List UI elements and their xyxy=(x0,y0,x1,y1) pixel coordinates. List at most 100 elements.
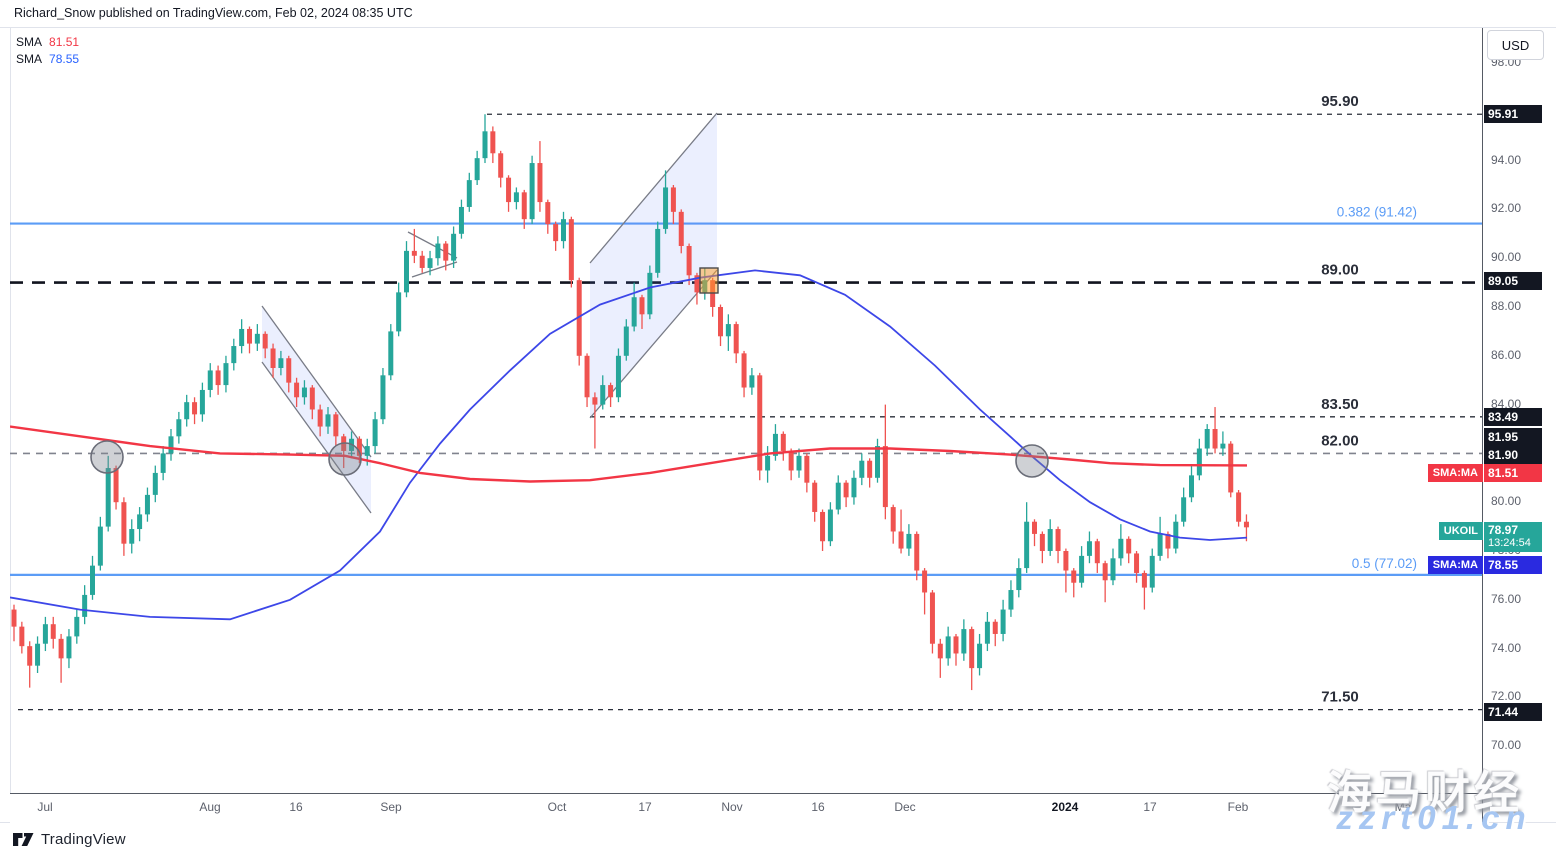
candle-body xyxy=(42,624,48,644)
candle-body xyxy=(592,397,598,405)
candle-body xyxy=(882,446,888,508)
candle-body xyxy=(1165,533,1171,549)
candle-body xyxy=(1173,521,1179,549)
candle-body xyxy=(223,363,229,386)
candle-body xyxy=(411,250,417,256)
candle-body xyxy=(498,153,504,178)
candle-body xyxy=(992,621,998,634)
descending-channel-line xyxy=(261,361,372,514)
candle-body xyxy=(1181,497,1187,522)
level-price-label: 81.90 xyxy=(1484,446,1542,464)
candle-body xyxy=(631,297,637,327)
candle-body xyxy=(576,280,582,356)
candle-body xyxy=(1141,572,1147,588)
price-axis[interactable]: 98.0096.0094.0092.0090.0088.0086.0084.00… xyxy=(1427,28,1556,822)
candle-body xyxy=(1118,538,1124,559)
candle-body xyxy=(584,355,590,398)
candle-body xyxy=(11,609,17,627)
sma-ma-price-label: 78.55 xyxy=(1484,556,1542,574)
candle-body xyxy=(435,243,441,259)
indicator-legend: SMA 81.51 SMA 78.55 xyxy=(16,33,79,67)
candle-body xyxy=(859,460,865,478)
candle-body xyxy=(270,348,276,368)
price-level-label: 82.00 xyxy=(1321,432,1359,449)
footer-bar: TradingView xyxy=(0,823,1556,857)
candle-body xyxy=(513,192,519,203)
candle-body xyxy=(262,333,268,349)
legend-sma-fast-value: 81.51 xyxy=(49,34,80,49)
candle-body xyxy=(639,297,645,315)
currency-button[interactable]: USD xyxy=(1487,30,1544,60)
candle-body xyxy=(741,353,747,388)
fib-level-label: 0.5 (77.02) xyxy=(1352,556,1417,571)
candle-body xyxy=(451,233,457,261)
candle-body xyxy=(898,531,904,549)
candle-body xyxy=(694,275,700,293)
candle-body xyxy=(545,202,551,225)
level-price-label: 95.91 xyxy=(1484,105,1542,123)
candle-body xyxy=(1071,570,1077,583)
candle-body xyxy=(66,636,72,659)
candle-body xyxy=(506,177,512,203)
publish-header: Richard_Snow published on TradingView.co… xyxy=(0,0,1556,28)
price-level-label: 71.50 xyxy=(1321,689,1359,706)
candle-body xyxy=(27,646,33,666)
time-axis-tick: Nov xyxy=(721,800,743,814)
candle-body xyxy=(388,331,394,376)
time-axis-tick: 2024 xyxy=(1051,800,1079,814)
candle-body xyxy=(945,636,951,659)
candlestick-chart[interactable]: 0.382 (91.42) 0.5 (77.02) 95.90 89.00 83.50 8… xyxy=(10,28,1482,793)
candle-body xyxy=(1039,533,1045,551)
candle-body xyxy=(788,450,794,471)
level-price-label: 83.49 xyxy=(1484,408,1542,426)
descending-channel-shade xyxy=(262,306,371,513)
candle-body xyxy=(529,163,535,220)
time-axis-tick: Jul xyxy=(37,800,53,814)
candle-body xyxy=(961,629,967,654)
candle-body xyxy=(1047,529,1053,551)
candle-body xyxy=(325,414,331,427)
candle-body xyxy=(1243,521,1249,528)
tradingview-logo[interactable]: TradingView xyxy=(13,830,126,849)
time-axis[interactable]: Jul Aug 16 Sep Oct 17 Nov 16 Dec 2024 17 Feb Mar xyxy=(10,793,1482,823)
time-axis-tick: 16 xyxy=(811,800,825,814)
candle-body xyxy=(474,158,480,181)
chart-pane[interactable]: 0.382 (91.42) 0.5 (77.02) 95.90 89.00 83.50 8… xyxy=(10,28,1482,793)
candle-body xyxy=(1079,555,1085,583)
candle-body xyxy=(152,472,158,495)
sma-fast-line xyxy=(10,425,1248,483)
level-price-label: 89.05 xyxy=(1484,272,1542,290)
candle-body xyxy=(984,621,990,644)
pennant-line xyxy=(407,231,458,259)
candle-body xyxy=(419,255,425,268)
candle-body xyxy=(74,616,80,637)
candle-body xyxy=(757,375,763,471)
candle-body xyxy=(600,385,606,405)
candle-body xyxy=(561,219,566,242)
price-axis-tick: 88.00 xyxy=(1491,299,1522,313)
candle-body xyxy=(835,482,841,510)
sma-ma-tag: SMA:MA xyxy=(1427,464,1483,482)
legend-row-sma-slow: SMA 78.55 xyxy=(16,50,79,67)
time-axis-tick: Sep xyxy=(380,800,402,814)
crossover-circle xyxy=(328,442,362,476)
candle-body xyxy=(58,638,64,659)
ukoil-tag: UKOIL xyxy=(1438,522,1483,540)
candle-body xyxy=(929,592,935,644)
candle-body xyxy=(1016,568,1022,591)
candle-body xyxy=(655,228,661,273)
candle-body xyxy=(733,324,739,354)
candle-body xyxy=(1134,553,1140,573)
candle-body xyxy=(317,409,323,427)
candle-body xyxy=(867,460,873,478)
sma-ma-price-label: 81.51 xyxy=(1484,464,1542,482)
candle-body xyxy=(796,455,802,471)
candle-body xyxy=(356,438,362,456)
candle-body xyxy=(50,624,56,639)
price-axis-tick: 84.00 xyxy=(1491,396,1522,411)
candle-body xyxy=(1149,555,1155,588)
candle-body xyxy=(176,419,182,437)
candle-body xyxy=(427,258,433,268)
time-axis-tick: 17 xyxy=(638,800,652,814)
